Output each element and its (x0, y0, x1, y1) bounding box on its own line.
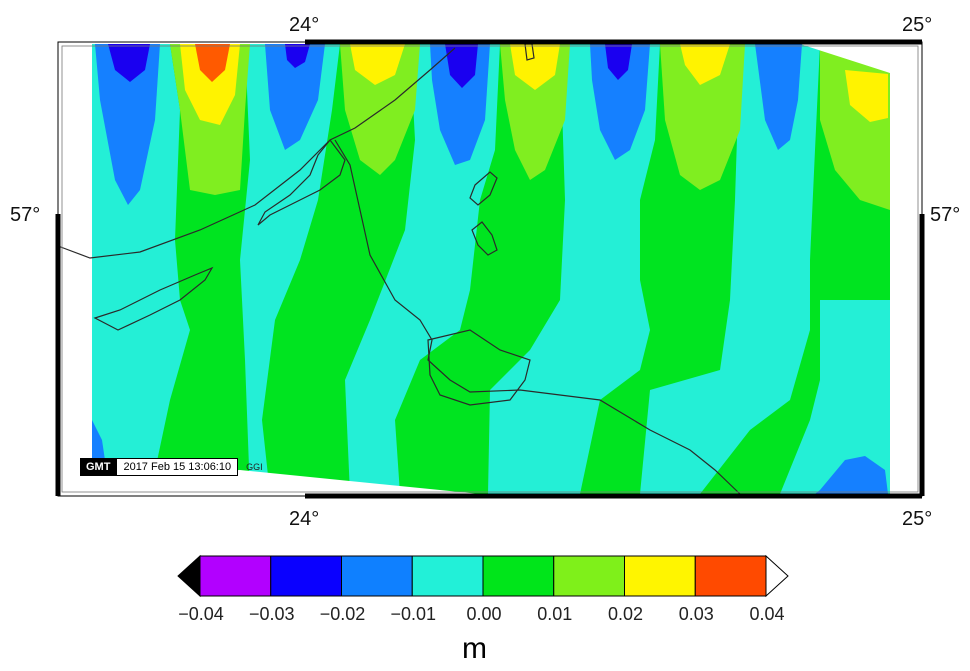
colorbar-tick-label: 0.00 (466, 604, 502, 624)
colorbar-swatch (624, 555, 696, 597)
field-blue-1 (95, 44, 160, 205)
colorbar-tick-label: −0.04 (178, 604, 224, 624)
coastline (57, 43, 741, 495)
colorbar-tick-label: −0.01 (390, 604, 437, 624)
field-clip-upperright (800, 44, 890, 73)
field-yellow-3 (510, 44, 560, 90)
lon-label-bottom-24: 24° (289, 508, 320, 530)
colorbar-tick-label: 0.01 (537, 604, 573, 624)
border-1 (334, 139, 741, 495)
colorbar-swatch (553, 555, 625, 597)
lat-label-right-57: 57° (930, 204, 961, 226)
field-cyan-6 (640, 44, 820, 494)
field-clip-lowerleft (92, 470, 480, 494)
field-deepblue-3 (445, 44, 478, 88)
field-cyan-7 (780, 300, 890, 494)
lon-label-bottom-25: 25° (902, 508, 933, 530)
colorbar-swatch (482, 555, 555, 597)
colorbar-tick-label: 0.02 (607, 604, 644, 624)
field-yellow-5 (845, 70, 888, 122)
contour-field (92, 44, 890, 494)
colorbar-tick-label: 0.04 (749, 604, 785, 624)
field-blue-2 (265, 44, 325, 150)
colorbar-tick-label: −0.02 (319, 604, 366, 624)
coast-gulf (257, 139, 346, 226)
colorbar-above-triangle (765, 554, 789, 598)
field-deepblue-2 (285, 44, 310, 68)
gmt-timestamp: GMT 2017 Feb 15 13:06:10 GGI (80, 458, 263, 476)
stamp-tag: GGI (246, 462, 263, 472)
field-cyan-3 (240, 44, 340, 494)
colorbar-tick-label: 0.03 (678, 604, 714, 624)
colorbar-below-triangle (177, 554, 201, 598)
field-deepblue-1 (108, 44, 150, 82)
lat-label-left-57: 57° (10, 204, 41, 226)
frame-inner (61, 45, 919, 493)
field-yellow-2 (350, 44, 405, 85)
field-lime-3 (500, 44, 570, 180)
colorbar-swatch (199, 555, 272, 597)
field-blue-5 (755, 44, 802, 150)
field-yellow-4 (680, 44, 730, 85)
island-3 (471, 221, 498, 256)
field-lime-2 (340, 44, 420, 175)
map-frame (55, 39, 925, 499)
colorbar-tick-label: −0.03 (248, 604, 295, 624)
island-1 (93, 266, 214, 331)
field-deepblue-4 (605, 44, 632, 80)
field-orange-1 (195, 44, 230, 82)
island-2 (469, 171, 498, 206)
colorbar-swatch (341, 555, 413, 597)
colorbar-swatch (270, 555, 342, 597)
field-blue-4 (590, 44, 650, 160)
colorbar-swatch (694, 555, 767, 597)
colorbar-unit-label: m (462, 632, 487, 665)
colorbar (177, 554, 789, 598)
lon-label-top-24: 24° (289, 14, 320, 36)
field-lime-4 (660, 44, 745, 190)
field-blue-6 (815, 456, 888, 494)
timestamp-text: 2017 Feb 15 13:06:10 (116, 458, 239, 476)
colorbar-swatch (411, 555, 484, 597)
border-2 (427, 329, 531, 406)
coast-main (57, 47, 456, 259)
gmt-logo: GMT (80, 458, 117, 476)
lon-label-top-25: 25° (902, 14, 933, 36)
